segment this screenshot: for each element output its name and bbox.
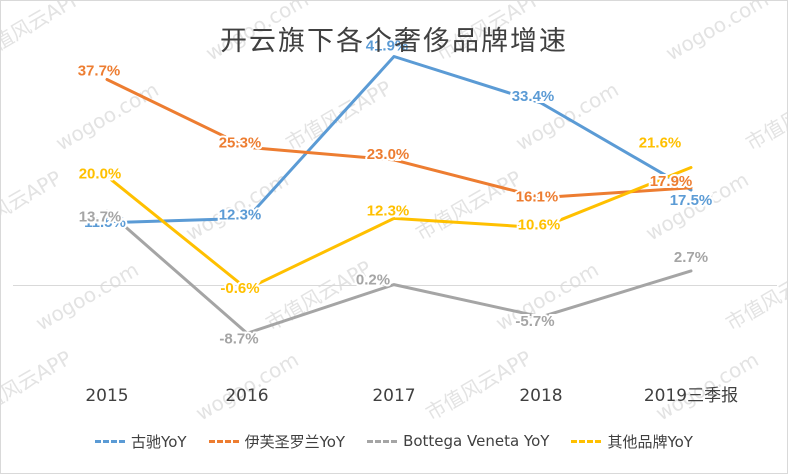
legend-swatch-ysl (208, 439, 239, 443)
data-label-gucci: 12.3% (219, 206, 262, 223)
data-label-other: 12.3% (367, 202, 410, 219)
data-label-layer: 11.5% 12.3% 41.9% 33.4% 17.5% 37.7% 25.3% 23.0%… (76, 35, 715, 349)
x-tick-label: 2018 (519, 386, 562, 406)
data-label-ysl: 16.1% (516, 189, 559, 206)
legend-label-bottega: Bottega Veneta YoY (403, 432, 550, 450)
legend-swatch-bottega (367, 439, 398, 443)
data-label-ysl: 37.7% (78, 62, 121, 79)
series-line-gucci (105, 55, 693, 225)
data-label-other: 21.6% (639, 135, 682, 152)
x-tick-label: 2019三季报 (644, 386, 738, 406)
legend: 古驰YoY 伊芙圣罗兰YoY Bottega Veneta YoY 其他品牌Yo… (1, 429, 787, 453)
data-label-ysl: 25.3% (219, 134, 262, 151)
data-label-ysl: 17.9% (650, 173, 693, 190)
series-line-other (105, 166, 693, 291)
data-label-other: -0.6% (220, 280, 259, 297)
data-label-other: 20.0% (79, 165, 122, 182)
watermark-text: wogoo.com (32, 257, 143, 335)
data-label-gucci: 41.9% (366, 37, 409, 54)
legend-label-gucci: 古驰YoY (131, 432, 187, 451)
legend-item-bottega: Bottega Veneta YoY (367, 432, 549, 450)
data-label-bottega: 13.7% (79, 209, 122, 226)
data-label-other: 10.6% (518, 217, 561, 234)
data-label-bottega: -5.7% (515, 313, 554, 330)
watermark-text: 市值风云APP (722, 256, 788, 336)
watermark-text: 市值风云APP (1, 346, 76, 426)
watermark-text: 市值风云APP (1, 166, 66, 246)
legend-item-gucci: 古驰YoY (95, 431, 187, 452)
chart-title: 开云旗下各个奢侈品牌增速 (220, 26, 568, 57)
data-label-ysl: 23.0% (367, 146, 410, 163)
x-axis-ticks: 2015 2016 2017 2018 2019三季报 (85, 386, 738, 406)
watermark-text: 市值风云APP (742, 76, 788, 156)
data-label-gucci: 17.5% (670, 192, 713, 209)
data-label-bottega: -8.7% (219, 330, 258, 347)
series-line-ysl (105, 78, 693, 200)
legend-swatch-gucci (95, 439, 126, 443)
x-tick-label: 2015 (85, 386, 128, 406)
x-tick-label: 2017 (372, 386, 415, 406)
data-label-gucci: 11.5% (84, 214, 126, 231)
data-label-gucci: 33.4% (512, 88, 555, 105)
legend-item-other: 其他品牌YoY (571, 431, 693, 452)
legend-swatch-other (571, 439, 602, 443)
legend-label-other: 其他品牌YoY (607, 432, 693, 451)
data-label-bottega: 2.7% (674, 249, 708, 266)
x-tick-label: 2016 (225, 386, 268, 406)
series-layer (105, 55, 693, 335)
data-label-bottega: 0.2% (356, 272, 390, 289)
watermark-text: wogoo.com (52, 77, 163, 155)
series-line-bottega (105, 209, 693, 335)
legend-label-ysl: 伊芙圣罗兰YoY (244, 432, 346, 451)
legend-item-ysl: 伊芙圣罗兰YoY (208, 431, 346, 452)
